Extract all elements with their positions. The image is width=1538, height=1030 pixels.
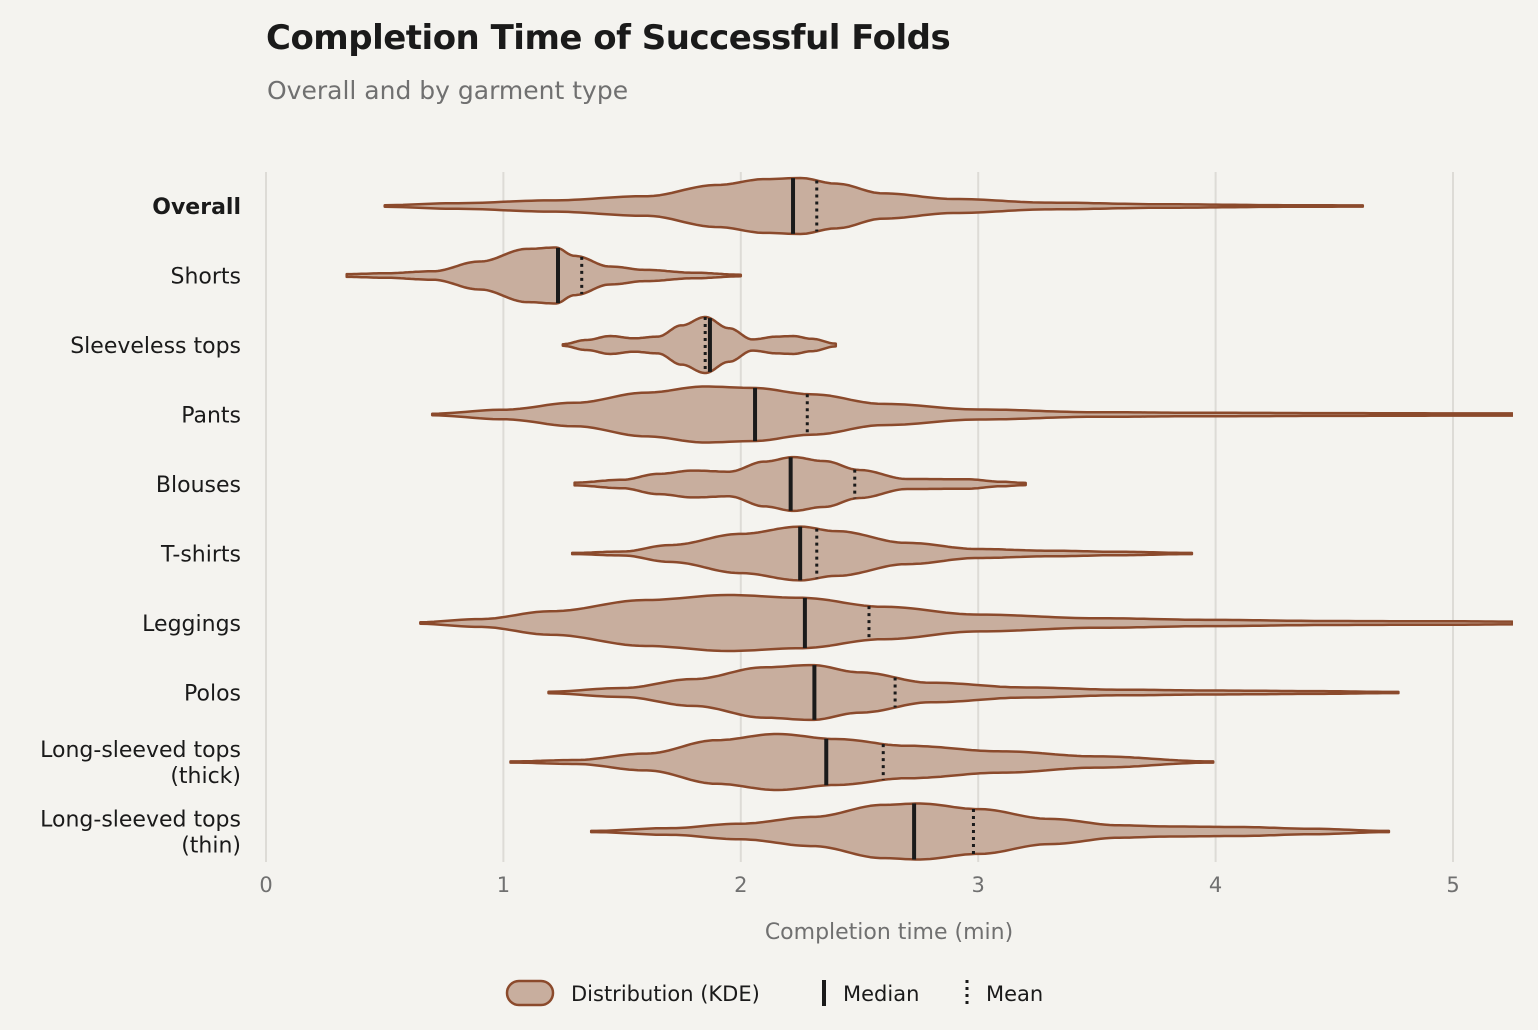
category-label: Long-sleeved tops — [40, 808, 241, 833]
violin-shape — [383, 176, 1365, 236]
violin-shape — [589, 802, 1391, 861]
category-label: Blouses — [156, 473, 241, 498]
category-label: Shorts — [170, 265, 241, 290]
category-label: Leggings — [142, 612, 241, 637]
violin-shape — [345, 246, 743, 305]
legend-mean-label: Mean — [986, 982, 1043, 1006]
category-label: Long-sleeved tops — [40, 738, 241, 763]
category-label: Overall — [152, 195, 241, 220]
chart-subtitle: Overall and by garment type — [267, 76, 629, 105]
legend-distribution-label: Distribution (KDE) — [571, 982, 760, 1006]
category-label: Sleeveless tops — [70, 334, 241, 359]
category-label: (thick) — [170, 764, 241, 789]
x-tick-label: 0 — [259, 873, 272, 897]
category-label-layer: Overall Shorts Sleeveless tops Pants Blouses… — [40, 195, 241, 859]
x-tick-label: 2 — [734, 873, 747, 897]
violin-shape — [509, 732, 1215, 792]
violin-shape — [573, 455, 1027, 513]
violin-shape — [419, 593, 1513, 653]
x-axis-title: Completion time (min) — [765, 920, 1013, 945]
x-tick-label: 4 — [1209, 873, 1222, 897]
violin-layer — [345, 176, 1513, 861]
category-label: Polos — [184, 682, 241, 707]
legend-median-label: Median — [843, 982, 919, 1006]
legend: Distribution (KDE) Median Mean — [505, 979, 1043, 1007]
x-tick-label: 1 — [497, 873, 510, 897]
chart-title: Completion Time of Successful Folds — [266, 18, 951, 58]
x-tick-label: 3 — [972, 873, 985, 897]
x-tick-label: 5 — [1446, 873, 1459, 897]
x-axis-ticks: 0 1 2 3 4 5 — [259, 873, 1459, 897]
violin-shape — [547, 663, 1400, 722]
violin-shape — [561, 315, 838, 375]
category-label: T-shirts — [160, 543, 241, 568]
legend-distribution-swatch — [505, 979, 555, 1007]
violin-shape — [570, 525, 1194, 582]
category-label: (thin) — [181, 834, 241, 859]
violin-shape — [430, 385, 1513, 444]
category-label: Pants — [181, 404, 241, 429]
